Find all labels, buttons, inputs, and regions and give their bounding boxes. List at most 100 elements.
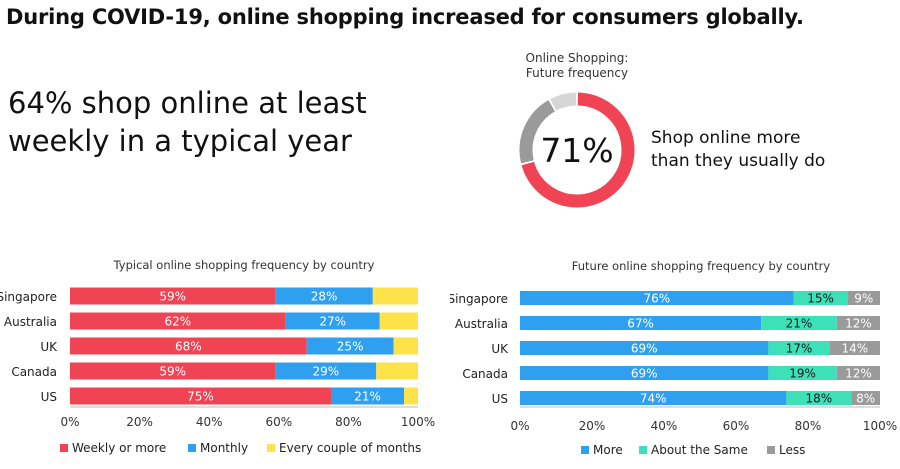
future-category-label: Canada [462,367,508,381]
chart-title-typical: Typical online shopping frequency by cou… [113,258,375,272]
typical-bar-value-label: 62% [165,315,192,329]
future-bar-segment [829,341,880,355]
typical-bar-value-label: 68% [175,340,202,354]
future-bar-segment [520,366,769,380]
future-bar-segment [847,291,880,305]
typical-bar-segment [70,387,331,405]
typical-bar-segment [376,362,418,380]
typical-bar-value-label: 27% [319,315,346,329]
typical-category-label: US [41,390,57,404]
future-bar-segment [786,391,852,405]
future-bar-value-label: 12% [845,367,872,381]
typical-bar-segment [70,337,307,355]
future-bar-value-label: 76% [643,292,670,306]
typical-category-label: UK [40,340,58,354]
future-bar-segment [793,291,848,305]
stat-line-2: weekly in a typical year [8,124,352,158]
future-bar-segment [836,366,880,380]
future-legend-label: More [593,443,623,457]
future-x-tick-label: 40% [651,419,678,433]
typical-x-tick-label: 60% [265,415,292,429]
future-legend-swatch [581,446,589,454]
future-bar-segment [851,391,880,405]
typical-bar-value-label: 29% [312,365,339,379]
future-category-label: UK [491,342,509,356]
typical-category-label: Singapore [0,290,57,304]
typical-bar-segment [379,312,418,330]
typical-bar-value-label: 59% [159,365,186,379]
typical-bar-segment [306,337,394,355]
chart-title-future: Future online shopping frequency by coun… [571,259,831,273]
typical-bar-segment [275,362,377,380]
typical-bar-segment [275,287,373,305]
typical-bar-value-label: 75% [187,390,214,404]
typical-x-tick-label: 20% [126,415,153,429]
future-legend-label: About the Same [651,443,748,457]
future-frequency-chart: Singapore 76% 15% 9% Australia 67% 21% 12% UK 69%… [450,291,897,457]
donut-chart: 71% [519,92,635,208]
future-legend-swatch [639,446,647,454]
donut-title-line-2: Future frequency [525,66,629,80]
typical-x-tick-label: 40% [196,415,223,429]
typical-x-tick-label: 100% [401,415,435,429]
future-bar-segment [520,341,769,355]
typical-bar-segment [285,312,380,330]
future-bar-segment [520,316,762,330]
typical-bar-segment [393,337,418,355]
donut-caption-line-1: Shop online more [651,128,801,148]
donut-segment-1 [519,100,556,164]
typical-legend-label: Every couple of months [279,441,421,455]
future-bar-segment [768,366,837,380]
stat-line-1: 64% shop online at least [8,86,367,120]
typical-legend-swatch [267,444,275,452]
typical-bar-segment [331,387,405,405]
typical-legend-label: Weekly or more [72,441,166,455]
future-bar-value-label: 8% [856,392,875,406]
future-bar-segment [520,391,787,405]
typical-bar-value-label: 28% [311,290,338,304]
typical-bar-segment [372,287,418,305]
typical-legend-label: Monthly [200,441,248,455]
donut-title-line-1: Online Shopping: [525,51,629,65]
future-bar-segment [768,341,830,355]
future-bar-value-label: 21% [786,317,813,331]
future-x-tick-label: 100% [863,419,897,433]
future-legend-label: Less [779,443,805,457]
typical-bar-value-label: 59% [159,290,186,304]
future-bar-segment [520,291,794,305]
future-x-tick-label: 60% [723,419,750,433]
future-bar-value-label: 18% [805,392,832,406]
future-x-tick-label: 0% [510,419,529,433]
future-bar-value-label: 15% [807,292,834,306]
future-bar-value-label: 69% [631,367,658,381]
future-bar-segment [836,316,880,330]
future-bar-value-label: 12% [845,317,872,331]
future-bar-value-label: 74% [640,392,667,406]
donut-segment-2 [550,92,577,111]
future-bar-value-label: 9% [854,292,873,306]
future-category-label: Australia [455,317,508,331]
future-legend-swatch [767,446,775,454]
future-bar-value-label: 69% [631,342,658,356]
future-bar-value-label: 67% [627,317,654,331]
donut-segment-0 [521,92,635,208]
typical-bar-value-label: 25% [337,340,364,354]
future-bar-value-label: 14% [841,342,868,356]
typical-category-label: Canada [11,365,57,379]
future-bar-value-label: 17% [786,342,813,356]
typical-bar-segment [70,362,276,380]
future-category-label: Singapore [450,292,508,306]
typical-bar-segment [70,312,286,330]
future-category-label: US [492,392,508,406]
future-bar-value-label: 19% [789,367,816,381]
typical-bar-segment [70,287,276,305]
typical-bar-value-label: 21% [354,390,381,404]
donut-caption-line-2: than they usually do [651,151,826,171]
future-x-tick-label: 80% [795,419,822,433]
donut-center-label: 71% [540,131,613,170]
typical-x-tick-label: 0% [60,415,79,429]
typical-frequency-chart: Singapore 59% 28% Australia 62% 27% UK 68% 25% Ca… [0,287,435,455]
future-x-tick-label: 20% [579,419,606,433]
typical-x-tick-label: 80% [335,415,362,429]
typical-legend-swatch [60,444,68,452]
